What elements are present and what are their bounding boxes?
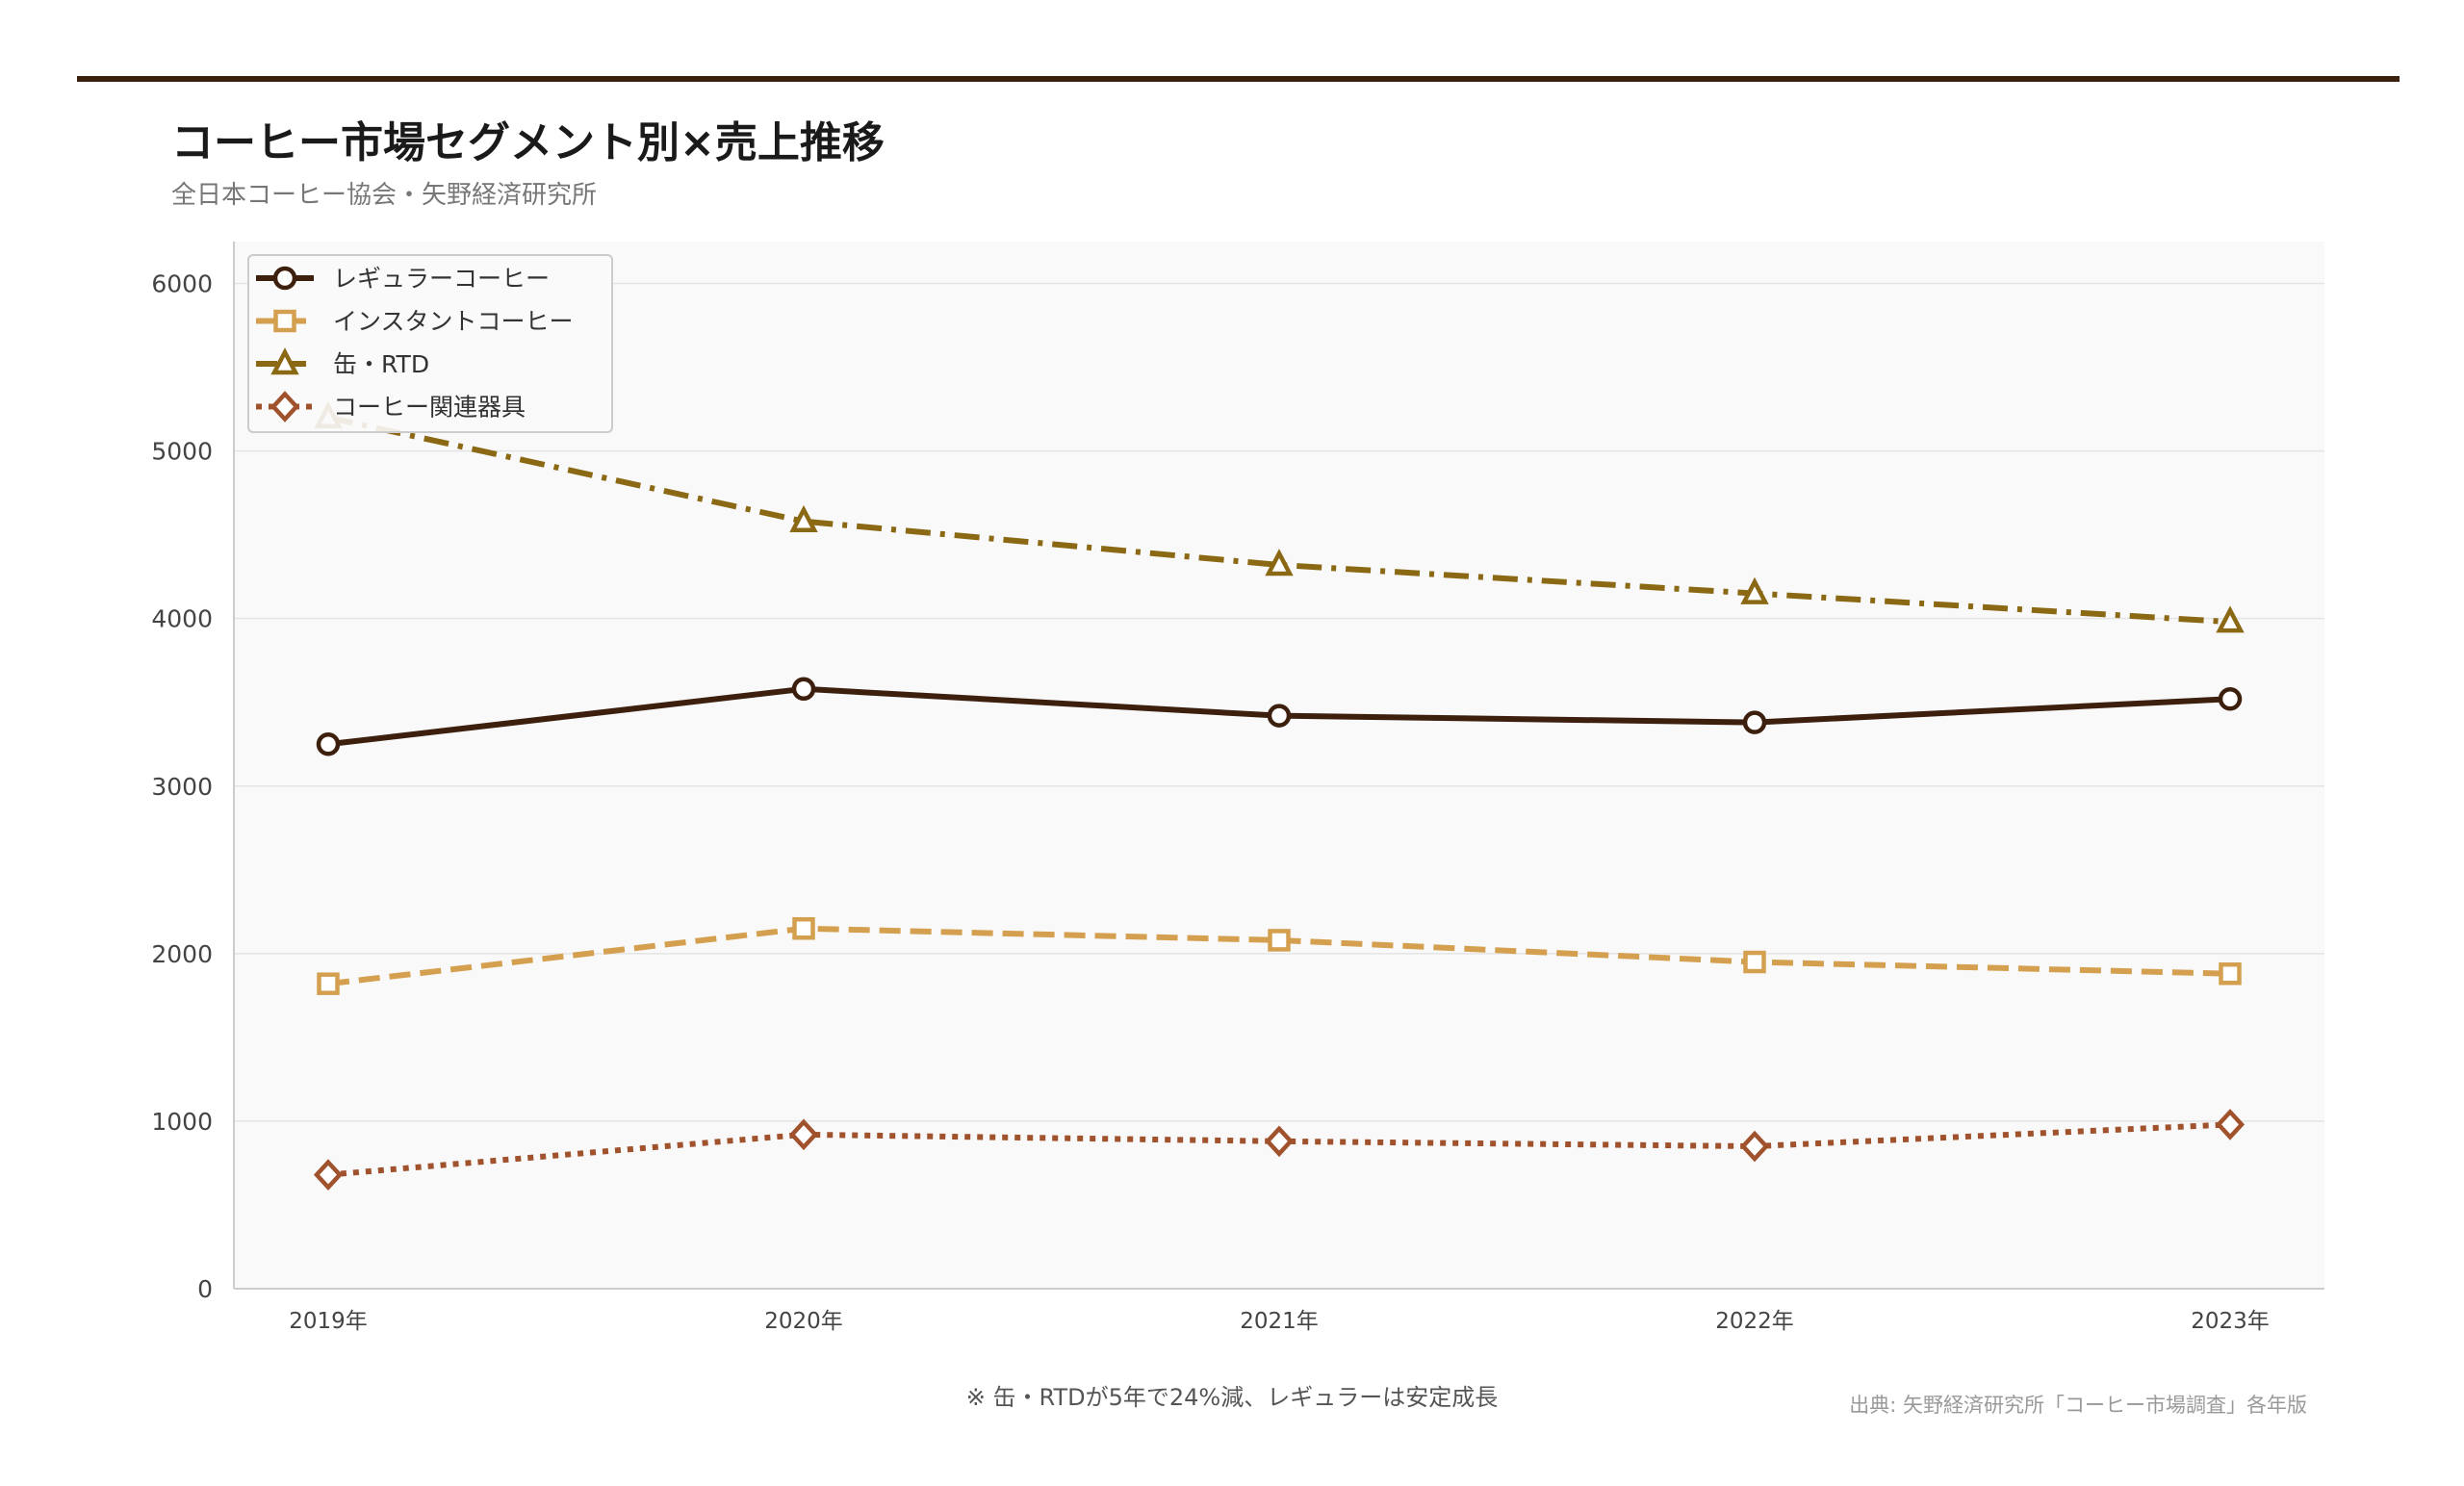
diamond-marker — [788, 1118, 819, 1151]
diamond-marker — [1739, 1130, 1770, 1163]
circle-marker — [272, 266, 297, 291]
square-marker — [2219, 961, 2242, 986]
y-tick-label: 4000 — [151, 605, 213, 633]
circle-marker — [2218, 686, 2243, 711]
chart-title: コーヒー市場セグメント別×売上推移 — [171, 118, 885, 167]
chart-subtitle: 全日本コーヒー協会・矢野経済研究所 — [171, 181, 598, 210]
x-tick-label: 2020年 — [764, 1309, 843, 1334]
square-marker — [273, 309, 296, 333]
legend-label: インスタントコーヒー — [333, 308, 574, 336]
y-tick-label: 0 — [197, 1275, 213, 1303]
y-tick-label: 2000 — [151, 940, 213, 968]
triangle-marker — [1265, 549, 1294, 576]
legend-box — [247, 254, 613, 433]
diamond-marker — [1264, 1125, 1295, 1158]
legend-label: 缶・RTD — [333, 350, 429, 378]
triangle-marker — [789, 504, 818, 532]
source-note: 出典: 矢野経済研究所「コーヒー市場調査」各年版 — [1849, 1394, 2307, 1417]
diamond-marker — [2215, 1109, 2246, 1140]
circle-marker — [791, 677, 816, 702]
circle-marker — [316, 731, 341, 756]
footnote: ※ 缶・RTDが5年で24%減、レギュラーは安定成長 — [965, 1384, 1499, 1411]
series-line — [327, 925, 2231, 987]
triangle-marker — [270, 347, 299, 375]
legend-label: コーヒー関連器具 — [333, 394, 526, 422]
square-marker — [317, 972, 340, 995]
x-tick-label: 2021年 — [1240, 1309, 1319, 1334]
y-tick-label: 1000 — [151, 1108, 213, 1136]
diamond-marker — [270, 391, 300, 423]
y-tick-label: 5000 — [151, 438, 213, 466]
series-1 — [317, 916, 2242, 995]
diamond-marker — [313, 1159, 344, 1191]
y-tick-label: 6000 — [151, 270, 213, 298]
triangle-marker — [2216, 605, 2245, 633]
legend-label: レギュラーコーヒー — [333, 265, 550, 293]
series-0 — [316, 677, 2243, 756]
series-3 — [313, 1109, 2246, 1191]
circle-marker — [1742, 710, 1767, 734]
y-tick-label: 3000 — [151, 773, 213, 801]
header-accent-bar — [77, 76, 2400, 82]
square-marker — [1743, 950, 1766, 974]
triangle-marker — [1740, 576, 1769, 604]
circle-marker — [1267, 704, 1292, 728]
x-tick-label: 2022年 — [1715, 1309, 1794, 1334]
x-tick-label: 2019年 — [289, 1309, 368, 1334]
square-marker — [792, 916, 815, 940]
x-tick-label: 2023年 — [2191, 1309, 2270, 1334]
square-marker — [1268, 929, 1291, 952]
